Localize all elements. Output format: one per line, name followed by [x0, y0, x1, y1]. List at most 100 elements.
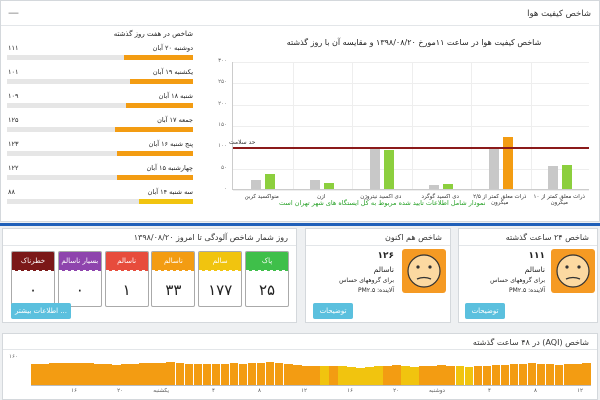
hour-bar — [121, 364, 130, 385]
hour-tick-label: ۴ — [488, 388, 491, 394]
hour-bar — [365, 366, 374, 385]
current-explain-button[interactable]: توضیحات — [313, 303, 353, 319]
y-tick-label: ۱۰۰ — [218, 143, 227, 150]
hour-bar — [274, 363, 284, 385]
day-label: جمعه ۱۷ آبان — [157, 116, 193, 124]
hour-bar — [482, 365, 492, 385]
day-row: جمعه ۱۷ آبان ۱۲۵ — [7, 116, 193, 136]
day-explain-button[interactable]: توضیحات — [465, 303, 505, 319]
y-tick-label: ۵۰ — [221, 164, 227, 171]
panel-title: شاخص کیفیت هوا — [527, 9, 591, 19]
hour-bar — [166, 362, 176, 385]
day-counter-panel: روز شمار شاخص آلودگی تا امروز ۱۳۹۸/۰۸/۲۰… — [2, 228, 297, 323]
count-cell: ناسالم ۳۳ — [151, 251, 196, 307]
chart-bar — [562, 165, 573, 189]
hour-bar — [175, 363, 185, 385]
hour-bar — [229, 363, 239, 385]
current-pollutant: آلاینده: PM۲.۵ — [358, 287, 394, 294]
chart-bar — [250, 179, 261, 189]
grid-line — [292, 62, 294, 189]
count-cell-value: ۰ — [28, 281, 38, 299]
more-info-button[interactable]: اطلاعات بیشتر ... — [11, 303, 71, 319]
day-bar-track — [7, 151, 193, 156]
day-label: سه شنبه ۱۴ آبان — [147, 188, 193, 196]
hour-bar — [31, 364, 40, 385]
chart-title: شاخص کیفیت هوا در ساعت ۱۱مورخ ۱۳۹۸/۰۸/۲۰… — [286, 38, 542, 47]
count-cell-label: سالم — [199, 252, 242, 274]
chart-bar — [264, 174, 275, 189]
hour-bar — [464, 366, 474, 385]
day-value: ۱۱۱ — [8, 44, 19, 52]
hours-title: شاخص (AQI) در ۴۸ ساعت گذشته — [472, 338, 589, 347]
hour-tick-label: ۲۰ — [117, 388, 123, 394]
day-bar-track — [7, 175, 193, 180]
hour-bar — [392, 365, 401, 385]
hour-bar — [103, 364, 112, 385]
grid-line — [471, 62, 472, 189]
hour-bar — [283, 364, 293, 385]
hour-bar — [112, 364, 121, 385]
hour-bar — [148, 362, 158, 385]
minus-icon[interactable]: — — [8, 6, 19, 19]
hour-bar — [581, 363, 591, 385]
hour-tick-label: ۸ — [258, 388, 261, 394]
current-index-panel: شاخص هم اکنون ۱۲۶ ناسالم برای گروههای حس… — [305, 228, 451, 323]
plot-area: حد سلامت — [229, 62, 589, 191]
chart-bar — [324, 182, 335, 189]
hour-bar — [265, 362, 275, 385]
hour-bar — [292, 364, 302, 385]
hour-bar — [247, 362, 257, 385]
chart-bar — [369, 149, 380, 189]
day-label: پنج شنبه ۱۶ آبان — [148, 140, 193, 148]
count-cell-value: ۱ — [122, 281, 131, 299]
hour-bar — [356, 367, 365, 385]
hour-bar — [320, 366, 329, 385]
hour-bar — [184, 363, 194, 385]
hour-bar — [545, 364, 555, 385]
hour-bar — [94, 363, 103, 385]
hour-bar — [401, 366, 410, 385]
day-row: پنج شنبه ۱۶ آبان ۱۲۳ — [7, 140, 193, 160]
chart-bar — [383, 149, 394, 189]
hour-bar — [347, 367, 356, 385]
hour-bar — [374, 366, 383, 385]
day-bar-track — [7, 79, 193, 84]
day-bar-fill — [114, 127, 193, 132]
day-bar-fill — [116, 151, 193, 156]
hour-bar — [473, 366, 483, 385]
day-bar-fill — [126, 103, 193, 108]
count-cell: بسیار ناسالم ۰ — [57, 251, 102, 307]
count-cell-label: خطرناک — [12, 252, 54, 274]
count-cell: سالم ۱۷۷ — [198, 251, 243, 307]
chart-bar — [310, 179, 321, 189]
hour-bar — [220, 364, 230, 385]
hours-panel: شاخص (AQI) در ۴۸ ساعت گذشته ۱۶۰ ۱۲ ۸ ۴ دوشن… — [2, 333, 598, 400]
day-label: دوشنبه ۲۰ آبان — [152, 44, 193, 52]
day-bar-track — [7, 103, 193, 108]
y-tick-label: ۲۵۰ — [218, 79, 227, 86]
hour-bar — [509, 364, 519, 385]
count-cell-label: بسیار ناسالم — [58, 252, 101, 274]
hour-bar — [428, 365, 438, 385]
hour-bar — [85, 362, 94, 385]
count-cell-label: پاک — [246, 252, 288, 274]
count-cell: ناسالم ۱ — [104, 251, 149, 307]
count-cell-value: ۳۳ — [165, 281, 182, 299]
chart-bar — [548, 166, 559, 189]
hour-tick-label: یکشنبه — [153, 388, 169, 394]
seven-days-list: شاخص در هفت روز گذشته دوشنبه ۲۰ آبان ۱۱۱ ی… — [1, 26, 199, 221]
day-group: برای گروههای حساس — [490, 277, 545, 284]
day-title: شاخص ۲۴ ساعت گذشته — [505, 233, 589, 242]
day-value: ۱۰۱ — [8, 68, 19, 76]
y-tick-label: ۲۰۰ — [218, 100, 227, 107]
hour-bar — [329, 365, 338, 385]
day-row: شنبه ۱۸ آبان ۱۰۹ — [7, 92, 193, 112]
hour-tick-label: ۲۰ — [393, 388, 399, 394]
hour-bar — [338, 366, 347, 385]
hour-bar — [301, 365, 311, 385]
health-threshold-line — [233, 147, 589, 149]
aqi-top-panel: شاخص کیفیت هوا — شاخص در هفت روز گذشته د… — [0, 0, 600, 222]
count-cell-label: ناسالم — [105, 252, 148, 274]
hour-bar — [446, 365, 456, 385]
hour-bar — [554, 364, 564, 385]
